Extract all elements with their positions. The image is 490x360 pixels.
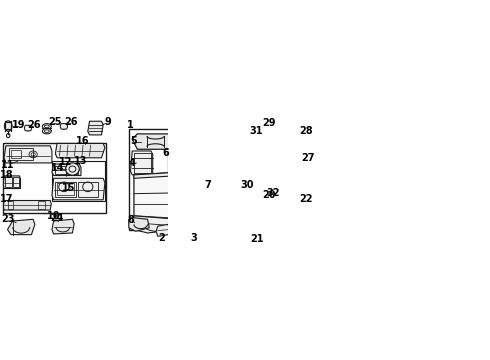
Text: 3: 3: [190, 233, 197, 243]
Polygon shape: [187, 171, 206, 197]
Polygon shape: [134, 171, 226, 180]
Ellipse shape: [42, 129, 51, 134]
Polygon shape: [134, 216, 178, 233]
Bar: [256, 194, 270, 204]
Ellipse shape: [251, 183, 261, 191]
Bar: [249, 197, 331, 237]
Polygon shape: [88, 121, 103, 135]
Text: 29: 29: [262, 118, 275, 127]
Bar: [252, 183, 260, 191]
Bar: [13, 177, 19, 187]
Bar: [252, 129, 286, 179]
Polygon shape: [3, 176, 21, 189]
Text: 15: 15: [62, 183, 76, 193]
Bar: [129, 129, 230, 230]
Text: 13: 13: [74, 156, 88, 166]
Polygon shape: [3, 201, 51, 210]
Text: 28: 28: [299, 126, 313, 136]
Text: 20: 20: [262, 190, 275, 200]
Bar: [293, 140, 303, 144]
Bar: [264, 195, 269, 203]
Ellipse shape: [42, 123, 51, 129]
Text: 9: 9: [104, 117, 111, 127]
Text: 30: 30: [240, 180, 253, 190]
Polygon shape: [132, 134, 180, 149]
Bar: [274, 213, 290, 223]
Text: 18: 18: [0, 170, 14, 180]
Bar: [38, 201, 45, 210]
Ellipse shape: [261, 132, 276, 144]
Text: 2: 2: [158, 233, 165, 243]
Text: 12: 12: [59, 157, 73, 167]
Bar: [3, 143, 106, 213]
Text: 7: 7: [204, 180, 211, 190]
Polygon shape: [52, 178, 105, 200]
Text: 23: 23: [1, 214, 15, 224]
Bar: [253, 211, 297, 237]
Text: 32: 32: [266, 188, 280, 198]
Bar: [57, 183, 74, 195]
Bar: [55, 166, 66, 174]
Bar: [256, 224, 271, 233]
Text: 31: 31: [249, 126, 263, 136]
Bar: [7, 201, 13, 210]
Text: 22: 22: [300, 194, 313, 204]
Bar: [293, 163, 303, 175]
Bar: [9, 148, 33, 160]
Ellipse shape: [4, 121, 12, 131]
Bar: [258, 195, 263, 203]
Bar: [274, 224, 290, 233]
Text: 26: 26: [64, 117, 77, 127]
Bar: [168, 153, 196, 177]
Polygon shape: [52, 164, 81, 176]
Polygon shape: [134, 171, 226, 219]
Text: 10: 10: [47, 211, 60, 221]
Ellipse shape: [261, 159, 276, 172]
Polygon shape: [7, 219, 35, 235]
Ellipse shape: [66, 163, 79, 175]
Text: 19: 19: [12, 120, 25, 130]
Polygon shape: [53, 189, 80, 195]
Polygon shape: [129, 217, 149, 231]
Polygon shape: [156, 224, 170, 237]
Polygon shape: [4, 146, 52, 163]
Text: 6: 6: [162, 148, 169, 158]
Polygon shape: [52, 219, 74, 234]
Polygon shape: [24, 125, 32, 131]
Bar: [134, 153, 151, 173]
Bar: [256, 213, 271, 223]
Text: 1: 1: [126, 120, 133, 130]
Ellipse shape: [291, 130, 305, 140]
Polygon shape: [182, 224, 196, 237]
Text: 11: 11: [1, 160, 14, 170]
Bar: [55, 182, 76, 197]
Text: 27: 27: [301, 153, 315, 163]
Bar: [249, 125, 307, 183]
Text: 16: 16: [76, 136, 90, 146]
Text: 24: 24: [50, 213, 64, 223]
Bar: [172, 156, 192, 173]
Bar: [292, 202, 301, 215]
Polygon shape: [130, 151, 153, 175]
Bar: [77, 182, 98, 197]
Bar: [67, 166, 77, 174]
Bar: [283, 202, 291, 215]
Polygon shape: [60, 123, 68, 129]
Text: 26: 26: [27, 120, 41, 130]
Text: 21: 21: [250, 234, 264, 244]
Text: 4: 4: [129, 158, 136, 168]
Text: 25: 25: [49, 117, 62, 127]
Bar: [281, 200, 303, 217]
Text: 8: 8: [127, 215, 134, 225]
Text: 17: 17: [0, 194, 14, 204]
Bar: [11, 150, 21, 158]
Ellipse shape: [291, 152, 305, 163]
Bar: [52, 161, 105, 201]
Bar: [5, 177, 12, 187]
Text: 5: 5: [130, 136, 137, 146]
Polygon shape: [55, 143, 105, 158]
Text: 14: 14: [51, 163, 65, 173]
